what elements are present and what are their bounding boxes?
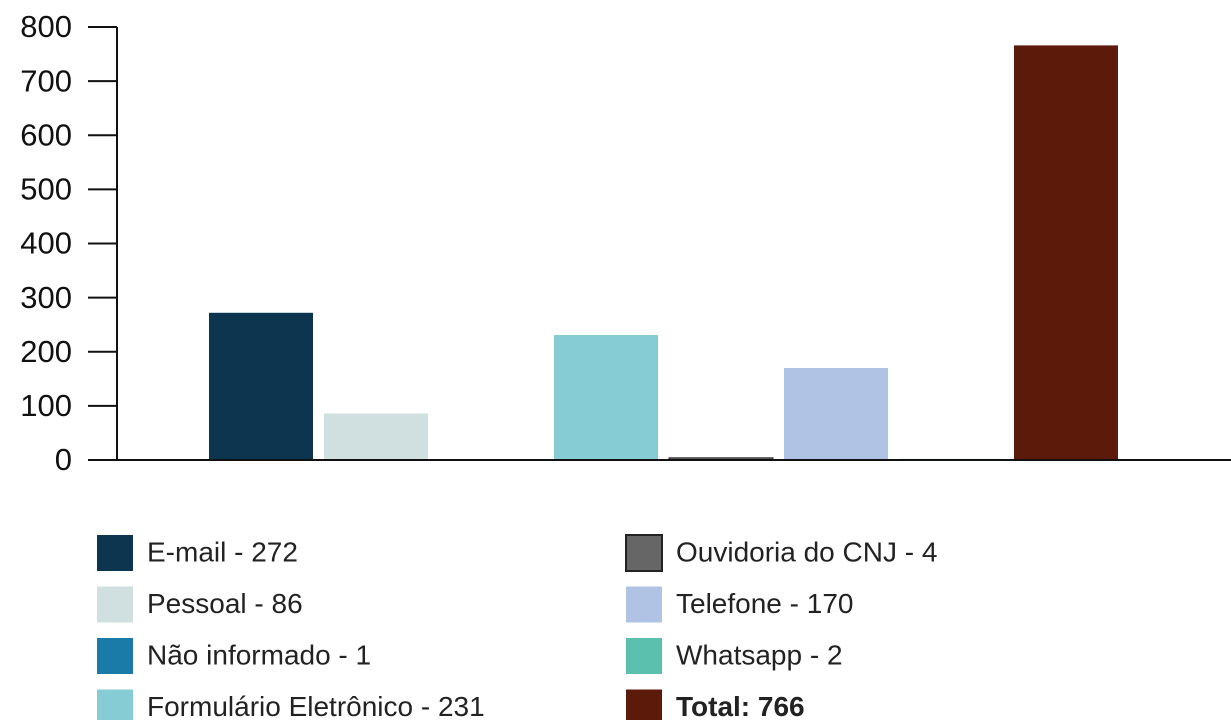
- legend-label: Formulário Eletrônico - 231: [147, 691, 485, 720]
- legend-swatch: [97, 586, 133, 623]
- legend-label: Não informado - 1: [147, 639, 371, 670]
- y-tick-label: 300: [20, 280, 72, 315]
- bar: [209, 312, 313, 460]
- legend-label: Telefone - 170: [676, 588, 853, 619]
- legend-swatch: [97, 638, 133, 674]
- bar: [1014, 45, 1118, 461]
- legend-swatch: [626, 638, 662, 674]
- bar: [554, 334, 658, 460]
- y-tick-label: 0: [55, 442, 72, 477]
- legend-label: Whatsapp - 2: [676, 639, 843, 670]
- y-tick-label: 400: [20, 226, 72, 261]
- legend-label: E-mail - 272: [147, 536, 298, 567]
- legend-swatch: [626, 586, 662, 623]
- legend-swatch: [97, 689, 133, 720]
- y-tick-label: 100: [20, 388, 72, 423]
- y-tick-label: 800: [20, 9, 72, 44]
- legend-label: Pessoal - 86: [147, 588, 303, 619]
- legend-label: Ouvidoria do CNJ - 4: [676, 536, 937, 567]
- y-tick-label: 500: [20, 172, 72, 207]
- bar: [324, 413, 428, 460]
- bar: [784, 367, 888, 460]
- y-tick-label: 200: [20, 334, 72, 369]
- legend-swatch: [625, 534, 663, 572]
- y-tick-label: 700: [20, 63, 72, 98]
- legend-swatch: [97, 535, 133, 571]
- legend-swatch: [626, 689, 662, 720]
- y-tick-label: 600: [20, 117, 72, 152]
- legend-label: Total: 766: [676, 691, 805, 720]
